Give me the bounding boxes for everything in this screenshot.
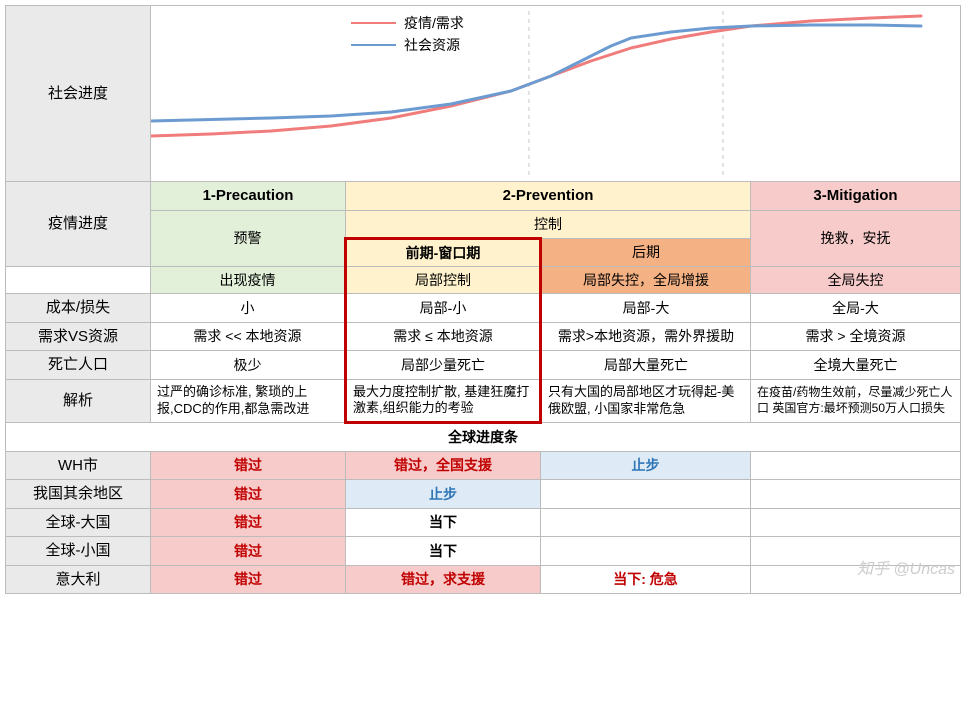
cost-3: 局部-大: [541, 294, 751, 323]
italy-2: 错过，求支援: [401, 571, 485, 587]
label-big: 全球-大国: [6, 508, 151, 537]
phase2-cn: 控制: [346, 210, 751, 238]
phase2-title: 2-Prevention: [346, 182, 751, 211]
small-3: [541, 537, 751, 566]
italy-4: [751, 565, 961, 594]
cost-2: 局部-小: [346, 294, 541, 323]
label-epidemic-progress: 疫情进度: [6, 182, 151, 267]
label-wh: WH市: [6, 451, 151, 480]
analysis-4: 在疫苗/药物生效前，尽量减少死亡人口 英国官方:最坏预测50万人口损失: [751, 379, 961, 423]
phase1-title: 1-Precaution: [151, 182, 346, 211]
rest-2: 止步: [429, 486, 457, 502]
phase2-sub-b: 后期: [541, 238, 751, 266]
big-4: [751, 508, 961, 537]
demand-2: 需求 ≤ 本地资源: [346, 322, 541, 351]
death-2: 局部少量死亡: [346, 351, 541, 380]
phase3-title: 3-Mitigation: [751, 182, 961, 211]
phase2-status-b: 局部失控，全局增援: [541, 266, 751, 293]
legend-label-demand: 疫情/需求: [404, 14, 464, 32]
demand-4: 需求 > 全境资源: [751, 322, 961, 351]
analysis-1: 过严的确诊标准, 繁琐的上报,CDC的作用,都急需改进: [151, 379, 346, 423]
label-death: 死亡人口: [6, 351, 151, 380]
label-social-progress: 社会进度: [6, 6, 151, 182]
small-2: 当下: [429, 543, 457, 559]
legend-line-demand: [351, 22, 396, 24]
cost-1: 小: [151, 294, 346, 323]
chart-legend: 疫情/需求 社会资源: [351, 14, 464, 58]
spacer-label: [6, 266, 151, 293]
italy-3: 当下: 危急: [613, 571, 678, 587]
demand-3: 需求>本地资源，需外界援助: [541, 322, 751, 351]
legend-item-demand: 疫情/需求: [351, 14, 464, 32]
big-1: 错过: [234, 514, 262, 530]
rest-1: 错过: [234, 486, 262, 502]
wh-1: 错过: [234, 457, 262, 473]
rest-4: [751, 480, 961, 509]
phase3-cn: 挽救，安抚: [751, 210, 961, 266]
rest-3: [541, 480, 751, 509]
death-4: 全境大量死亡: [751, 351, 961, 380]
chart-cell: 疫情/需求 社会资源: [151, 6, 961, 182]
wh-2: 错过，全国支援: [394, 457, 492, 473]
phase2-status-a: 局部控制: [346, 266, 541, 293]
legend-item-resource: 社会资源: [351, 36, 464, 54]
analysis-3: 只有大国的局部地区才玩得起-美俄欧盟, 小国家非常危急: [541, 379, 751, 423]
label-small: 全球-小国: [6, 537, 151, 566]
small-1: 错过: [234, 543, 262, 559]
label-global-bar: 全球进度条: [6, 423, 961, 451]
label-cost: 成本/损失: [6, 294, 151, 323]
analysis-2: 最大力度控制扩散, 基建狂魔打激素,组织能力的考验: [346, 379, 541, 423]
wh-3: 止步: [632, 457, 660, 473]
label-analysis: 解析: [6, 379, 151, 423]
legend-line-resource: [351, 44, 396, 46]
big-3: [541, 508, 751, 537]
demand-1: 需求 << 本地资源: [151, 322, 346, 351]
big-2: 当下: [429, 514, 457, 530]
label-italy: 意大利: [6, 565, 151, 594]
chart-svg: [151, 6, 961, 181]
phase3-status: 全局失控: [751, 266, 961, 293]
diagram-container: 社会进度 疫情/需求 社会资源 疫情进度 1-Precaution 2-Prev…: [5, 5, 965, 594]
death-1: 极少: [151, 351, 346, 380]
legend-label-resource: 社会资源: [404, 36, 460, 54]
small-4: [751, 537, 961, 566]
cost-4: 全局-大: [751, 294, 961, 323]
phase1-cn: 预警: [151, 210, 346, 266]
death-3: 局部大量死亡: [541, 351, 751, 380]
wh-4: [751, 451, 961, 480]
main-table: 社会进度 疫情/需求 社会资源 疫情进度 1-Precaution 2-Prev…: [5, 5, 961, 594]
phase2-sub-a: 前期-窗口期: [346, 238, 541, 266]
label-demand: 需求VS资源: [6, 322, 151, 351]
italy-1: 错过: [234, 571, 262, 587]
phase1-status: 出现疫情: [151, 266, 346, 293]
label-rest: 我国其余地区: [6, 480, 151, 509]
